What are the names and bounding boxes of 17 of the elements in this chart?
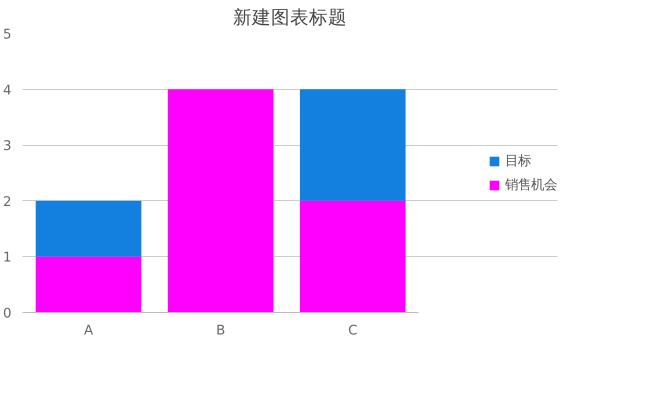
y-tick-label: 4 (3, 83, 12, 98)
x-tick-label: C (348, 324, 358, 338)
y-tick-label: 3 (3, 139, 12, 154)
legend-label: 销售机会 (505, 176, 557, 194)
legend-label: 目标 (505, 152, 531, 170)
y-tick-label: 2 (3, 194, 12, 210)
x-tick-label: A (84, 324, 94, 338)
bar (168, 89, 274, 312)
y-tick-label: 1 (3, 250, 12, 266)
y-tick-label: 0 (3, 306, 12, 322)
bar (36, 200, 142, 257)
chart-title: 新建图表标题 (233, 6, 347, 28)
bar (300, 89, 406, 201)
bar (36, 256, 142, 312)
y-tick-label: 5 (3, 28, 12, 42)
bar (300, 200, 406, 312)
x-tick-label: B (216, 324, 226, 338)
